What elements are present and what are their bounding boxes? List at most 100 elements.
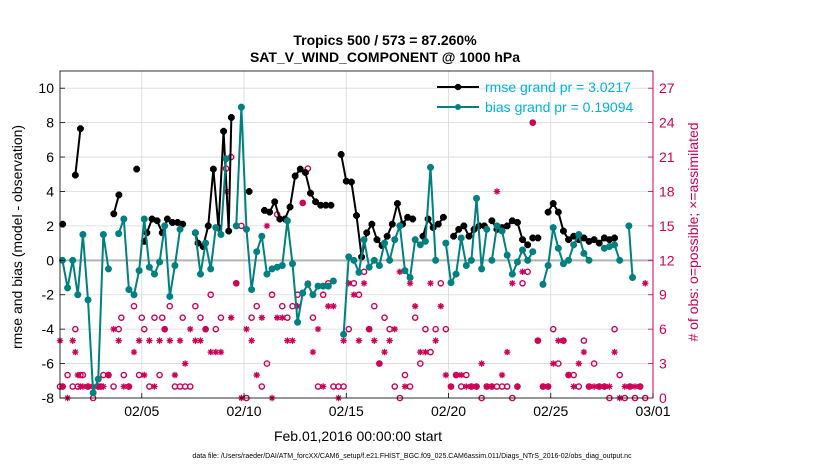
bias-point bbox=[125, 286, 133, 294]
rmse-point bbox=[245, 188, 253, 195]
obs-possible-marker bbox=[64, 371, 71, 379]
rmse-point bbox=[368, 220, 376, 228]
obs-possible-marker bbox=[217, 314, 225, 321]
bias-point bbox=[258, 232, 266, 240]
bias-point bbox=[360, 236, 368, 244]
obs-assimilated-marker bbox=[350, 291, 358, 298]
obs-assimilated-marker bbox=[570, 383, 577, 390]
bias-point bbox=[570, 241, 578, 249]
bias-point bbox=[616, 256, 624, 264]
obs-assimilated-marker bbox=[258, 314, 266, 321]
bias-point bbox=[191, 229, 199, 237]
rmse-point bbox=[549, 200, 557, 207]
obs-assimilated-marker bbox=[580, 348, 588, 356]
obs-possible-marker bbox=[340, 383, 347, 390]
obs-assimilated-marker bbox=[529, 119, 536, 126]
bias-point bbox=[554, 244, 562, 252]
obs-assimilated-marker bbox=[330, 303, 337, 310]
rmse-point bbox=[394, 200, 401, 207]
bias-point bbox=[462, 261, 470, 269]
obs-assimilated-marker bbox=[565, 371, 572, 379]
obs-assimilated-marker bbox=[550, 360, 557, 367]
x-tick-label: 02/15 bbox=[329, 403, 364, 419]
rmse-point bbox=[363, 229, 371, 237]
x-tick-label: 02/25 bbox=[533, 403, 568, 419]
obs-assimilated-marker bbox=[417, 348, 424, 356]
rmse-point bbox=[534, 234, 542, 242]
bias-point bbox=[508, 270, 516, 278]
rmse-point bbox=[153, 217, 161, 225]
obs-possible-marker bbox=[416, 360, 424, 367]
bias-point bbox=[99, 231, 107, 238]
rmse-point bbox=[301, 169, 309, 176]
obs-assimilated-marker bbox=[197, 337, 204, 344]
obs-assimilated-marker bbox=[110, 325, 117, 333]
obs-possible-marker bbox=[212, 325, 220, 333]
bias-point bbox=[381, 239, 389, 247]
obs-assimilated-marker bbox=[192, 337, 199, 344]
obs-assimilated-marker bbox=[621, 383, 628, 390]
obs-assimilated-marker bbox=[376, 360, 383, 367]
bias-point bbox=[263, 270, 271, 278]
rmse-point bbox=[460, 222, 468, 230]
bias-point bbox=[467, 256, 475, 264]
obs-assimilated-marker bbox=[263, 222, 271, 230]
bias-point bbox=[207, 265, 215, 273]
bias-point bbox=[140, 215, 148, 223]
rmse-point bbox=[261, 207, 268, 214]
obs-possible-marker bbox=[120, 371, 128, 379]
obs-assimilated-marker bbox=[233, 280, 240, 287]
bias-point bbox=[350, 256, 358, 264]
legend-marker-rmse bbox=[454, 83, 462, 91]
bias-point bbox=[69, 256, 77, 264]
obs-possible-marker bbox=[140, 325, 148, 333]
bias-point bbox=[309, 291, 317, 299]
y2-tick-label: 0 bbox=[659, 390, 667, 406]
obs-possible-marker bbox=[110, 383, 117, 390]
bias-point bbox=[176, 225, 184, 233]
bias-point bbox=[370, 256, 378, 264]
legend-label-rmse: rmse grand pr = 3.0217 bbox=[485, 79, 631, 95]
rmse-point bbox=[209, 165, 217, 173]
bias-point bbox=[524, 256, 532, 264]
obs-assimilated-marker bbox=[391, 325, 398, 333]
bias-point bbox=[355, 268, 363, 276]
y-axis-label: rmse and bias (model - observation) bbox=[9, 125, 25, 349]
obs-assimilated-marker bbox=[202, 325, 209, 333]
y-tick-label: 10 bbox=[38, 80, 54, 96]
obs-possible-marker bbox=[151, 314, 158, 321]
obs-possible-marker bbox=[207, 291, 215, 299]
obs-assimilated-marker bbox=[166, 337, 174, 344]
obs-assimilated-marker bbox=[432, 337, 439, 344]
obs-assimilated-marker bbox=[642, 280, 649, 287]
bias-point bbox=[411, 236, 419, 244]
bias-point bbox=[248, 286, 256, 294]
bias-point bbox=[294, 318, 302, 326]
bias-point bbox=[120, 215, 128, 223]
obs-assimilated-marker bbox=[289, 337, 296, 344]
x-tick-label: 02/20 bbox=[431, 403, 466, 419]
bias-point bbox=[217, 231, 225, 238]
obs-assimilated-marker bbox=[411, 303, 419, 310]
obs-assimilated-marker bbox=[452, 371, 460, 379]
obs-assimilated-marker bbox=[294, 303, 301, 310]
obs-assimilated-marker bbox=[95, 383, 102, 390]
obs-possible-marker bbox=[391, 383, 399, 390]
bias-point bbox=[473, 194, 481, 202]
obs-assimilated-marker bbox=[314, 325, 322, 333]
rmse-point bbox=[307, 189, 314, 197]
obs-assimilated-marker bbox=[74, 371, 81, 379]
obs-possible-marker bbox=[503, 383, 511, 390]
bias-point bbox=[559, 260, 567, 268]
chart-title: Tropics 500 / 573 = 87.260% bbox=[293, 32, 477, 48]
obs-assimilated-marker bbox=[406, 280, 414, 287]
obs-assimilated-marker bbox=[319, 383, 327, 390]
obs-possible-marker bbox=[72, 325, 79, 333]
obs-assimilated-marker bbox=[345, 280, 352, 287]
y2-tick-label: 15 bbox=[659, 218, 675, 234]
obs-possible-marker bbox=[130, 302, 138, 310]
rmse-point bbox=[110, 210, 118, 218]
bias-point bbox=[396, 222, 404, 230]
obs-assimilated-marker bbox=[514, 383, 521, 390]
